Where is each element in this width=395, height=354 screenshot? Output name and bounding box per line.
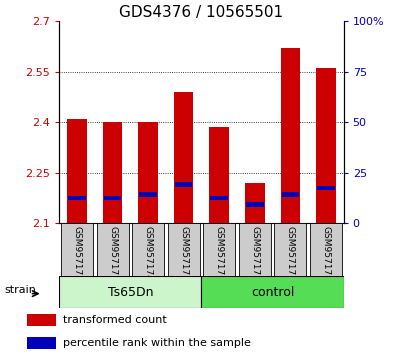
Bar [246,202,263,207]
Bar [282,192,299,196]
Bar [139,192,157,196]
Bar [239,223,271,276]
Text: GSM957173: GSM957173 [108,226,117,281]
Bar [138,122,158,223]
Bar [104,196,121,200]
Text: GSM957179: GSM957179 [322,226,330,281]
Text: Ts65Dn: Ts65Dn [107,286,153,298]
Bar [27,314,56,326]
Bar [175,182,192,187]
Bar [96,223,128,276]
Bar [316,68,336,223]
Bar [310,223,342,276]
Bar [27,337,56,349]
Text: percentile rank within the sample: percentile rank within the sample [63,338,251,348]
Bar [132,223,164,276]
Text: GSM957172: GSM957172 [73,226,81,281]
Bar [209,127,229,223]
Bar [67,119,87,223]
Bar [61,223,93,276]
Text: GSM957176: GSM957176 [215,226,224,281]
Bar [59,276,201,308]
Text: GSM957174: GSM957174 [144,226,152,281]
Bar [68,196,86,200]
Text: transformed count: transformed count [63,315,167,325]
Bar [201,276,344,308]
Text: GSM957178: GSM957178 [286,226,295,281]
Title: GDS4376 / 10565501: GDS4376 / 10565501 [119,5,284,20]
Bar [203,223,235,276]
Bar [274,223,307,276]
Bar [174,92,194,223]
Text: control: control [251,286,294,298]
Text: strain: strain [5,285,37,296]
Text: GSM957175: GSM957175 [179,226,188,281]
Text: GSM957177: GSM957177 [250,226,259,281]
Bar [280,48,300,223]
Bar [211,196,228,200]
Bar [168,223,200,276]
Bar [245,183,265,223]
Bar [103,122,122,223]
Bar [317,185,335,190]
